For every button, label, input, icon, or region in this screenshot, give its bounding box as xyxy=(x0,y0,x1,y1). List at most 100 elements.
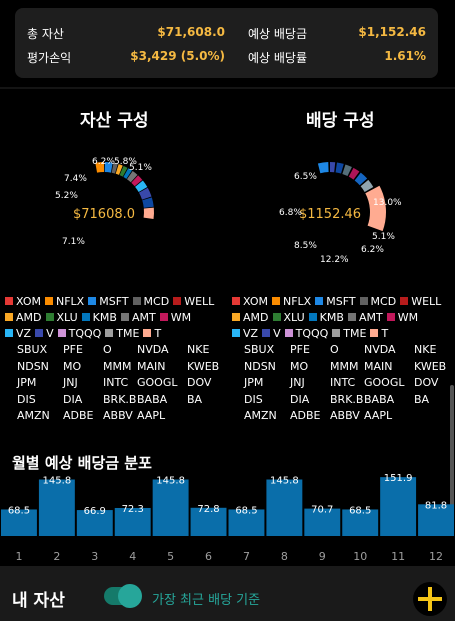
month-bar[interactable] xyxy=(418,504,454,536)
legend-item[interactable]: MCD xyxy=(132,294,169,310)
donut-segment[interactable] xyxy=(126,171,138,183)
asset-donut[interactable] xyxy=(95,162,155,219)
legend-item[interactable]: V xyxy=(35,326,54,342)
donut-segment[interactable] xyxy=(119,165,128,177)
donut-segment[interactable] xyxy=(354,172,368,186)
scrollbar[interactable] xyxy=(450,385,454,535)
asset-pct-label: 5.8% xyxy=(114,157,137,167)
add-button[interactable] xyxy=(413,582,447,616)
legend-item[interactable]: T xyxy=(143,326,161,342)
legend-item[interactable]: AMT xyxy=(120,310,156,326)
legend-item[interactable]: AMT xyxy=(347,310,383,326)
donut-segment[interactable] xyxy=(131,175,143,187)
legend-label: AMD xyxy=(243,311,269,324)
legend-label: MO xyxy=(63,359,82,373)
month-bar[interactable] xyxy=(190,507,227,536)
legend-swatch xyxy=(359,297,368,305)
month-label: 9 xyxy=(319,550,326,563)
donut-segment[interactable] xyxy=(143,207,155,219)
month-bar[interactable] xyxy=(1,509,37,536)
month-label: 6 xyxy=(205,550,212,563)
legend-item[interactable]: WELL xyxy=(400,294,441,310)
legend-label: BA xyxy=(414,392,430,406)
legend-item[interactable]: MSFT xyxy=(88,294,129,310)
legend-item[interactable]: KMB xyxy=(81,310,117,326)
donut-segment[interactable] xyxy=(142,197,154,208)
donut-segment[interactable] xyxy=(104,162,113,173)
month-label: 5 xyxy=(167,550,174,563)
month-bar[interactable] xyxy=(266,479,303,536)
donut-segment[interactable] xyxy=(360,179,374,192)
legend-item[interactable]: TQQQ xyxy=(284,326,328,342)
legend-item[interactable]: NFLX xyxy=(44,294,84,310)
legend-item[interactable]: NFLX xyxy=(271,294,311,310)
asset-center-value: $71608.0 xyxy=(73,207,135,222)
legend-item[interactable]: WM xyxy=(386,310,418,326)
monthly-dividend-chart[interactable]: 68.5 1 145.8 2 66.9 3 72.3 4 145.8 5 72.8 6 68.5 7 145… xyxy=(0,470,455,566)
legend-swatch xyxy=(88,297,97,305)
legend-label: SBUX xyxy=(17,343,48,356)
legend-label: MAIN xyxy=(364,359,393,373)
legend-item[interactable]: VZ xyxy=(232,326,258,342)
month-bar[interactable] xyxy=(114,507,151,536)
legend-item[interactable]: TQQQ xyxy=(57,326,101,342)
legend-row: DIS DIA BRK.BBABA BA xyxy=(5,392,227,409)
legend-item[interactable]: WELL xyxy=(173,294,214,310)
donut-segment[interactable] xyxy=(95,162,104,173)
donut-segment[interactable] xyxy=(348,167,360,180)
month-label: 7 xyxy=(243,550,250,563)
dividend-pct-label: 5.1% xyxy=(372,232,395,242)
donut-segment[interactable] xyxy=(111,162,118,174)
legend-item[interactable]: T xyxy=(370,326,388,342)
legend-row: XOM NFLX MSFT MCD WELL xyxy=(232,294,454,310)
month-label: 8 xyxy=(281,550,288,563)
toggle-knob[interactable] xyxy=(118,584,142,608)
summary-row-1: 총 자산 $71,608.0 예상 배당금 $1,152.46 xyxy=(15,20,438,44)
legend-item[interactable]: V xyxy=(262,326,281,342)
legend-label: XOM xyxy=(16,295,41,308)
recent-dividend-toggle[interactable] xyxy=(104,584,142,608)
donut-segment[interactable] xyxy=(317,162,329,174)
legend-swatch xyxy=(45,313,54,321)
month-bar[interactable] xyxy=(76,510,113,536)
legend-item[interactable]: WM xyxy=(159,310,191,326)
legend-item[interactable]: TME xyxy=(332,326,366,342)
donut-segment[interactable] xyxy=(115,164,123,175)
legend-item[interactable]: MCD xyxy=(359,294,397,310)
legend-item[interactable]: AMD xyxy=(5,310,42,326)
legend-label: TME xyxy=(116,327,140,340)
month-bar[interactable] xyxy=(380,477,417,536)
legend-label: NVDA xyxy=(364,343,396,356)
month-bar[interactable] xyxy=(38,479,75,536)
legend-swatch xyxy=(44,297,53,305)
legend-item[interactable]: KMB xyxy=(308,310,344,326)
month-bar[interactable] xyxy=(304,508,341,536)
donut-segment[interactable] xyxy=(335,162,344,174)
donut-segment[interactable] xyxy=(123,168,132,179)
composition-charts: $71608.0 6.2% 5.8% 5.1% 7.4% 5.2% 7.1% $… xyxy=(55,157,402,265)
legend-label: XLU xyxy=(283,311,305,324)
legend-item[interactable]: XOM xyxy=(5,294,41,310)
legend-item[interactable]: MSFT xyxy=(315,294,356,310)
legend-item[interactable]: XLU xyxy=(272,310,305,326)
legend-label: INTC xyxy=(103,376,129,389)
month-bar[interactable] xyxy=(152,479,189,536)
legend-label: JNJ xyxy=(63,376,78,389)
legend-item[interactable]: XOM xyxy=(232,294,268,310)
dividend-donut[interactable] xyxy=(317,162,386,232)
legend-item[interactable]: TME xyxy=(105,326,139,342)
donut-segment[interactable] xyxy=(330,162,336,173)
legend-item[interactable]: AMD xyxy=(232,310,269,326)
donut-segment[interactable] xyxy=(365,185,386,232)
donut-segment[interactable] xyxy=(342,164,352,177)
legend-label: MO xyxy=(290,359,309,373)
month-bar[interactable] xyxy=(228,509,265,536)
legend-label: NKE xyxy=(414,343,437,356)
donut-segment[interactable] xyxy=(138,187,152,200)
legend-label: MCD xyxy=(370,295,397,308)
donut-segment[interactable] xyxy=(135,180,148,192)
dividend-center-value: $1152.46 xyxy=(299,207,361,222)
legend-item[interactable]: XLU xyxy=(45,310,78,326)
month-bar[interactable] xyxy=(342,509,379,536)
legend-item[interactable]: VZ xyxy=(5,326,31,342)
